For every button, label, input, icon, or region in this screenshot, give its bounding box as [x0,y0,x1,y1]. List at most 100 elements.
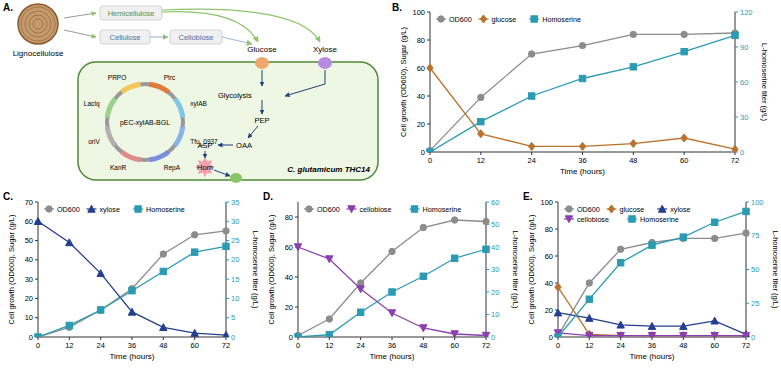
plot-area [554,208,749,337]
x-tick-label: 60 [450,341,458,350]
arrow [262,100,263,114]
arrow [150,36,168,37]
data-point [129,288,135,294]
x-tick [531,152,532,155]
data-point [160,268,166,274]
data-point [451,255,457,261]
y-tick-label: 40 [417,92,425,101]
series-line [298,220,486,336]
series-line [298,249,486,337]
y-tick-label: 80 [417,36,425,45]
y2-tick-label: 50 [751,265,759,274]
panel-a: A.LignocelluloseHemicelluloseCelluloseCe… [3,2,378,183]
y2-tick-label: 50 [491,220,499,229]
x-tick [163,337,164,340]
y-tick-label: 20 [285,303,293,312]
data-point [66,239,73,246]
legend-marker [348,206,355,213]
y2-axis-title: L-homoserine titer (g/L) [760,43,769,121]
data-point [223,243,229,249]
x-tick [652,337,653,340]
pathway-label: PEP [254,116,269,125]
data-point [388,310,395,317]
y-tick [295,217,298,218]
legend-label: cellobiose [577,215,609,224]
sugar-label: Glucose [247,45,277,54]
data-point [586,332,593,337]
plasmid-element-label: xylAB [190,100,207,108]
legend-marker [135,206,141,212]
data-point [554,309,561,316]
y2-tick [746,202,749,203]
y2-axis-title: L-homoserine titer (g/L) [771,231,780,309]
legend-marker [565,216,572,223]
y-tick-label: 80 [545,225,553,234]
y-tick [35,202,38,203]
y2-tick-label: 30 [740,113,748,122]
data-point [295,334,301,337]
x-tick-label: 72 [731,156,739,165]
y-tick [427,124,430,125]
x-tick [582,152,583,155]
data-point [617,321,624,328]
legend-marker [608,205,614,213]
data-point [357,309,363,315]
y2-tick-label: 0 [751,333,755,342]
data-point [711,219,717,225]
y2-tick-label: 0 [491,333,495,342]
arrow [248,126,258,138]
cell [78,62,378,180]
y2-tick-label: 15 [231,275,239,284]
data-point [680,323,687,330]
y2-tick [226,298,229,299]
y2-tick [735,82,738,83]
y-axis-title: Cell growth (OD600), Sugar (g/L) [267,214,276,325]
y2-tick [735,12,738,13]
y-tick-label: 0 [289,333,293,342]
legend-label: glucose [620,205,645,214]
data-point [191,329,198,336]
data-point [648,332,655,337]
data-point [160,251,166,257]
data-point [630,140,636,148]
y2-tick-label: 25 [231,236,239,245]
data-point [223,228,229,234]
arrow [214,170,230,176]
y2-tick-label: 0 [740,148,744,157]
arrow [262,70,263,86]
y-tick-label: 40 [545,279,553,288]
panel-label: D. [263,191,273,202]
series-line [558,287,746,336]
x-tick [589,337,590,340]
x-tick-label: 36 [578,156,586,165]
pathway-label: OAA [236,141,252,150]
x-axis-title: Time (hours) [369,352,414,361]
plasmid-element [121,152,140,160]
panel-label: E. [523,191,533,202]
series-line [38,231,226,337]
arrow [205,151,206,158]
xylose-transporter [318,57,332,69]
legend-label: OD600 [449,15,472,24]
legend-marker [659,205,666,212]
x-tick-label: 72 [742,341,750,350]
data-point [680,234,686,240]
legend-marker [438,16,444,22]
data-point [579,142,585,150]
y-tick-label: 20 [545,306,553,315]
legend-marker [88,205,95,212]
x-tick-label: 12 [325,341,333,350]
legend-label: OD600 [57,205,80,214]
series-line [38,246,226,337]
arrow [285,70,325,96]
legend-label: glucose [492,15,517,24]
legend-label: Homoserine [640,215,679,224]
y-tick-label: 60 [545,252,553,261]
plasmid-element [175,126,183,145]
y-tick [35,298,38,299]
data-point [97,307,103,313]
legend-label: Homoserine [423,205,462,214]
data-point [711,332,717,337]
x-tick-label: 12 [477,156,485,165]
data-point [681,134,687,142]
